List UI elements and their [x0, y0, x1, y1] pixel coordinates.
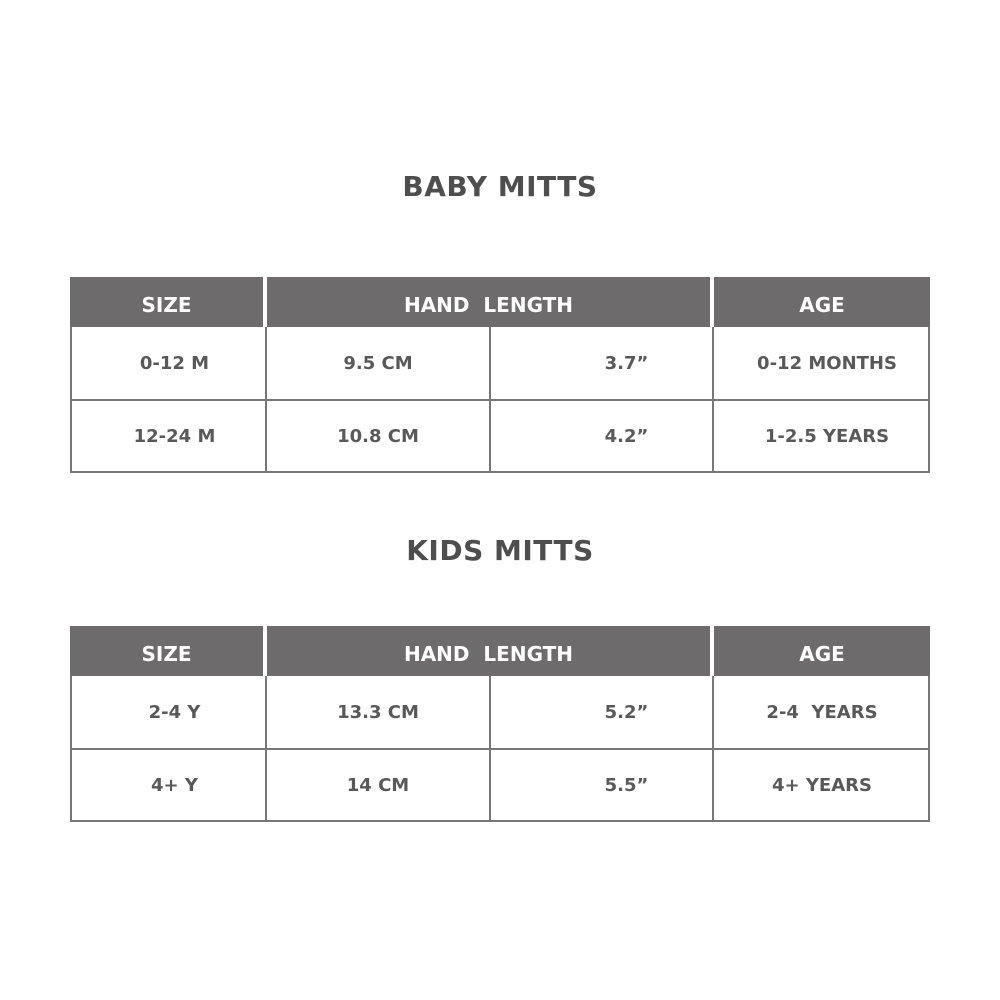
baby-mitts-title: BABY MITTS — [402, 170, 598, 203]
cell-cm: 10.8 CM — [337, 425, 419, 447]
header-size: SIZE — [70, 626, 263, 676]
cell-age: 2-4 YEARS — [766, 701, 878, 723]
header-size: SIZE — [70, 277, 263, 327]
cell-inch: 4.2” — [604, 425, 649, 447]
cell-size: 12-24 M — [133, 425, 216, 447]
cell-inch: 5.5” — [604, 774, 649, 796]
cell-size: 4+ Y — [151, 774, 198, 796]
cell-size: 2-4 Y — [148, 701, 201, 723]
cell-inch: 3.7” — [604, 352, 649, 374]
table-body: 2-4 Y 13.3 CM 5.2” 2-4 YEARS 4+ Y 14 CM … — [70, 676, 930, 822]
header-hand-length: HAND LENGTH — [267, 277, 710, 327]
header-age: AGE — [714, 626, 930, 676]
cell-cm: 13.3 CM — [337, 701, 419, 723]
cell-age: 4+ YEARS — [772, 774, 872, 796]
table-body: 0-12 M 9.5 CM 3.7” 0-12 MONTHS 12-24 M 1… — [70, 327, 930, 473]
cell-inch: 5.2” — [604, 701, 649, 723]
cell-age: 0-12 MONTHS — [757, 352, 897, 374]
cell-cm: 9.5 CM — [343, 352, 413, 374]
baby-mitts-table: SIZE HAND LENGTH AGE 0-12 M 9.5 CM 3.7” … — [70, 277, 930, 473]
cell-age: 1-2.5 YEARS — [764, 425, 890, 447]
cell-cm: 14 CM — [346, 774, 410, 796]
header-hand-length: HAND LENGTH — [267, 626, 710, 676]
kids-mitts-title: KIDS MITTS — [406, 534, 594, 567]
header-age: AGE — [714, 277, 930, 327]
kids-mitts-table: SIZE HAND LENGTH AGE 2-4 Y 13.3 CM 5.2” … — [70, 626, 930, 822]
cell-size: 0-12 M — [139, 352, 210, 374]
